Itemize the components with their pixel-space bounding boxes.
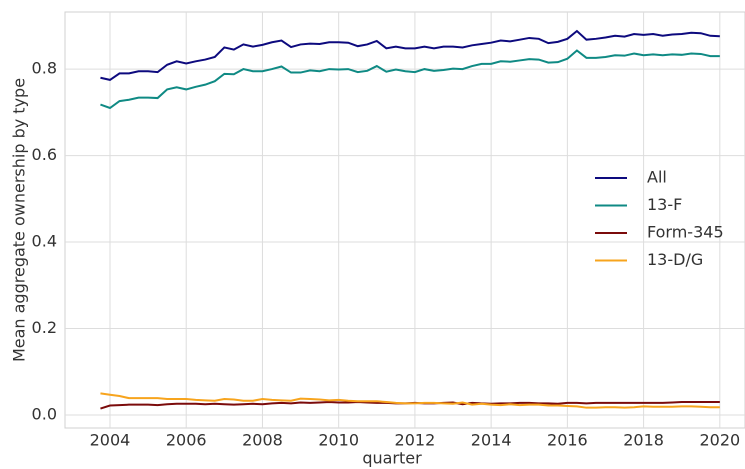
legend-label: 13-D/G (647, 250, 703, 269)
x-tick-label: 2014 (471, 431, 512, 450)
y-tick-label: 0.2 (32, 318, 57, 337)
x-tick-label: 2006 (166, 431, 207, 450)
legend-label: Form-345 (647, 223, 724, 242)
x-tick-label: 2020 (699, 431, 740, 450)
y-tick-label: 0.4 (32, 232, 57, 251)
x-tick-label: 2008 (242, 431, 283, 450)
y-tick-label: 0.6 (32, 145, 57, 164)
x-axis-label: quarter (362, 449, 422, 468)
y-axis-label: Mean aggregate ownership by type (10, 78, 29, 362)
x-tick-label: 2010 (318, 431, 359, 450)
x-tick-label: 2016 (547, 431, 588, 450)
y-tick-label: 0.8 (32, 59, 57, 78)
x-tick-label: 2012 (395, 431, 436, 450)
x-tick-label: 2018 (623, 431, 664, 450)
x-tick-label: 2004 (90, 431, 131, 450)
plot-area (64, 11, 745, 429)
legend-label: 13-F (647, 195, 682, 214)
y-tick-label: 0.0 (32, 405, 57, 424)
line-series (100, 29, 720, 81)
line-series (100, 392, 720, 409)
line-series (100, 49, 720, 110)
legend-label: All (647, 168, 667, 187)
